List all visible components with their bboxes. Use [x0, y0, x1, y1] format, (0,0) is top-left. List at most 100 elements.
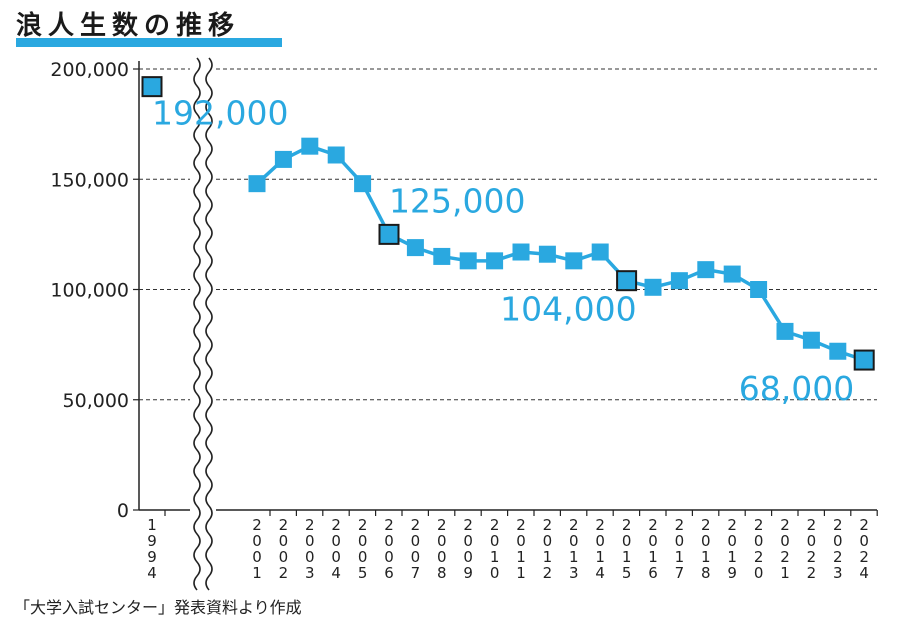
svg-text:0: 0: [833, 532, 843, 550]
svg-text:0: 0: [569, 532, 579, 550]
svg-text:2: 2: [727, 516, 737, 534]
data-label: 125,000: [389, 181, 525, 220]
svg-text:2: 2: [384, 516, 394, 534]
svg-text:2: 2: [859, 516, 869, 534]
svg-text:0: 0: [807, 532, 817, 550]
svg-text:5: 5: [358, 564, 368, 582]
svg-text:4: 4: [147, 564, 157, 582]
svg-text:1: 1: [543, 548, 553, 566]
highlighted-data-point: [853, 349, 875, 371]
axis-break: [190, 56, 216, 592]
svg-text:0: 0: [437, 532, 447, 550]
svg-text:3: 3: [305, 564, 315, 582]
svg-text:2: 2: [252, 516, 262, 534]
svg-text:2: 2: [279, 516, 289, 534]
svg-text:2: 2: [833, 548, 843, 566]
svg-text:2: 2: [701, 516, 711, 534]
svg-text:9: 9: [463, 564, 473, 582]
svg-text:1: 1: [595, 548, 605, 566]
svg-text:2: 2: [859, 548, 869, 566]
svg-text:1: 1: [516, 548, 526, 566]
data-point: [670, 272, 688, 290]
svg-text:0: 0: [463, 548, 473, 566]
svg-text:0: 0: [279, 532, 289, 550]
svg-text:2: 2: [279, 564, 289, 582]
svg-text:1: 1: [675, 548, 685, 566]
svg-text:0: 0: [701, 532, 711, 550]
svg-text:1: 1: [252, 564, 262, 582]
svg-text:2: 2: [331, 516, 341, 534]
svg-text:0: 0: [358, 548, 368, 566]
svg-text:2: 2: [675, 516, 685, 534]
data-label: 104,000: [500, 290, 636, 329]
chart-title: 浪人生数の推移: [16, 11, 241, 41]
svg-text:0: 0: [279, 548, 289, 566]
title-underline: [16, 38, 282, 47]
svg-text:2: 2: [754, 516, 764, 534]
highlighted-data-point: [616, 270, 638, 292]
svg-text:0: 0: [780, 532, 790, 550]
svg-text:0: 0: [331, 548, 341, 566]
svg-text:0: 0: [463, 532, 473, 550]
data-point: [512, 243, 530, 261]
svg-text:4: 4: [331, 564, 341, 582]
data-point: [829, 342, 847, 360]
data-label: 192,000: [152, 94, 288, 133]
y-tick-label: 100,000: [50, 280, 129, 302]
data-point: [248, 175, 266, 193]
data-point: [723, 265, 741, 283]
data-point: [301, 137, 319, 155]
data-label: 68,000: [739, 369, 854, 408]
svg-text:6: 6: [648, 564, 658, 582]
svg-text:0: 0: [754, 532, 764, 550]
data-point: [459, 252, 477, 270]
data-point: [591, 243, 609, 261]
svg-text:2: 2: [622, 516, 632, 534]
svg-text:2: 2: [595, 516, 605, 534]
svg-text:0: 0: [305, 548, 315, 566]
highlighted-data-point: [141, 76, 163, 98]
svg-text:2: 2: [543, 564, 553, 582]
svg-text:7: 7: [675, 564, 685, 582]
svg-text:8: 8: [701, 564, 711, 582]
svg-text:1: 1: [622, 548, 632, 566]
svg-text:2: 2: [569, 516, 579, 534]
svg-text:1: 1: [569, 548, 579, 566]
svg-text:2: 2: [358, 516, 368, 534]
chart-title-block: 浪人生数の推移: [16, 8, 282, 47]
svg-text:2: 2: [437, 516, 447, 534]
svg-text:4: 4: [595, 564, 605, 582]
svg-text:0: 0: [358, 532, 368, 550]
svg-text:0: 0: [384, 548, 394, 566]
svg-text:0: 0: [595, 532, 605, 550]
svg-text:1: 1: [648, 548, 658, 566]
svg-text:1: 1: [147, 516, 157, 534]
svg-text:1: 1: [490, 548, 500, 566]
svg-text:0: 0: [384, 532, 394, 550]
svg-text:9: 9: [147, 548, 157, 566]
data-point: [486, 252, 504, 270]
data-point: [274, 150, 292, 168]
svg-text:0: 0: [543, 532, 553, 550]
data-point: [802, 331, 820, 349]
svg-text:4: 4: [859, 564, 869, 582]
highlighted-data-point: [378, 223, 400, 245]
svg-text:2: 2: [807, 548, 817, 566]
svg-text:0: 0: [411, 548, 421, 566]
svg-text:2: 2: [754, 548, 764, 566]
